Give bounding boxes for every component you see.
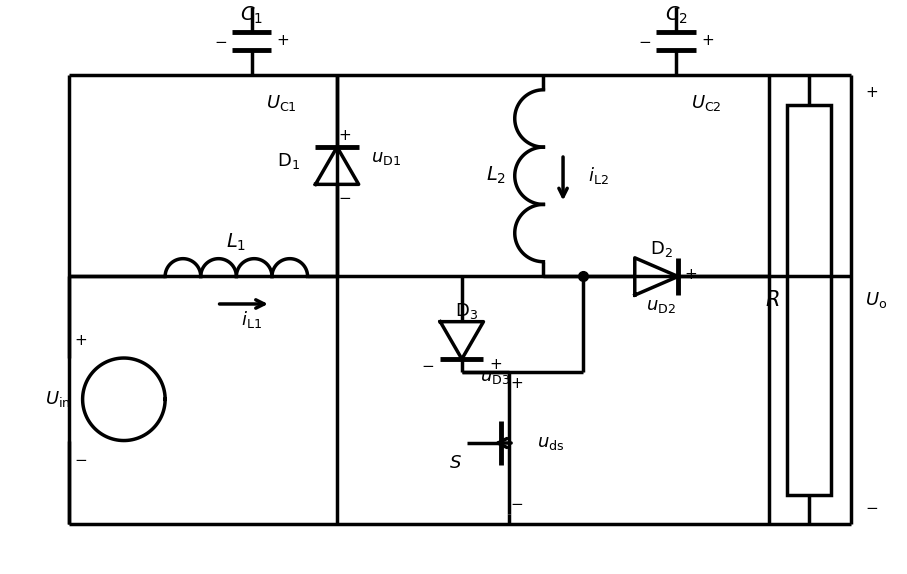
Text: $\mathrm{D}_3$: $\mathrm{D}_3$ [455, 301, 478, 321]
Text: $i_{\mathrm{L1}}$: $i_{\mathrm{L1}}$ [240, 309, 261, 330]
Text: $U_{\mathrm{C1}}$: $U_{\mathrm{C1}}$ [267, 92, 297, 113]
Text: $L_1$: $L_1$ [226, 231, 247, 253]
Text: $L_2$: $L_2$ [486, 165, 506, 187]
Text: $-$: $-$ [74, 451, 87, 466]
Text: $u_{\mathrm{D3}}$: $u_{\mathrm{D3}}$ [480, 368, 510, 386]
Text: $\mathrm{D}_2$: $\mathrm{D}_2$ [650, 239, 673, 259]
Text: $C_2$: $C_2$ [665, 5, 688, 26]
Text: $\mathrm{D}_1$: $\mathrm{D}_1$ [277, 151, 299, 171]
Text: $-$: $-$ [864, 499, 878, 514]
Text: $u_{\mathrm{D2}}$: $u_{\mathrm{D2}}$ [647, 297, 677, 315]
Text: $+$: $+$ [74, 333, 87, 348]
Text: $-$: $-$ [421, 358, 434, 373]
Text: $u_{\mathrm{ds}}$: $u_{\mathrm{ds}}$ [537, 434, 564, 452]
Text: $S$: $S$ [449, 453, 462, 472]
Text: $+$: $+$ [684, 267, 697, 282]
Text: $+$: $+$ [511, 376, 523, 391]
Text: $-$: $-$ [214, 33, 227, 48]
Text: $+$: $+$ [338, 128, 352, 143]
Text: $C_1$: $C_1$ [240, 5, 263, 26]
Text: $U_{\mathrm{o}}$: $U_{\mathrm{o}}$ [864, 289, 887, 309]
Text: $+$: $+$ [700, 33, 714, 48]
Text: $-$: $-$ [511, 495, 523, 510]
Text: $+$: $+$ [276, 33, 289, 48]
Text: $u_{\mathrm{D1}}$: $u_{\mathrm{D1}}$ [372, 149, 402, 167]
Text: $R$: $R$ [765, 289, 779, 309]
Text: $i_{\mathrm{L2}}$: $i_{\mathrm{L2}}$ [588, 165, 609, 187]
Text: $+$: $+$ [864, 86, 878, 100]
Text: $-$: $-$ [639, 33, 651, 48]
Text: $-$: $-$ [338, 189, 352, 204]
Text: $U_{\mathrm{C2}}$: $U_{\mathrm{C2}}$ [691, 92, 721, 113]
Text: $-$: $-$ [616, 267, 629, 282]
Bar [787, 104, 832, 495]
Text: $U_{\mathrm{in}}$: $U_{\mathrm{in}}$ [45, 389, 71, 409]
Text: $+$: $+$ [490, 358, 502, 373]
